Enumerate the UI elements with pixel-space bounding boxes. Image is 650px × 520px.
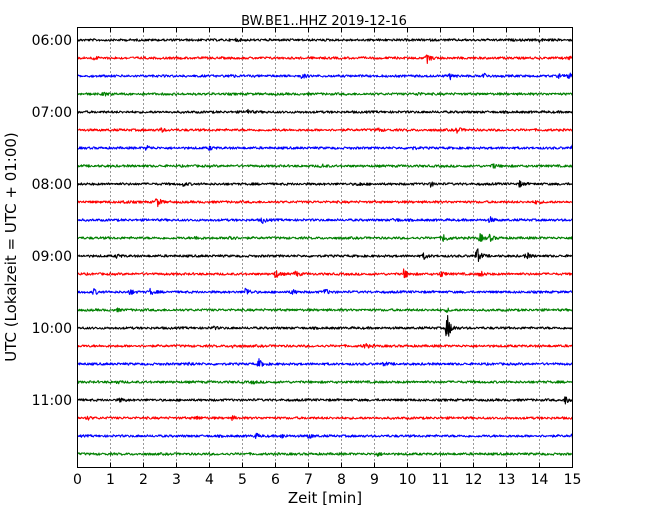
y-tick-label: 06:00 [32,33,72,49]
x-tick-label: 9 [370,472,379,488]
trace-0745 [76,163,573,169]
x-tick-label: 10 [399,472,417,488]
trace-1145 [77,451,573,457]
trace-0730 [77,144,574,151]
trace-0930 [77,287,573,296]
x-tick-label: 2 [139,472,148,488]
trace-0715 [77,127,573,134]
trace-0700 [76,108,574,114]
trace-0945 [77,307,573,313]
trace-0600 [76,37,574,43]
x-tick-label: 12 [465,472,483,488]
trace-1030 [77,358,573,367]
trace-0615 [76,54,573,64]
x-tick-label: 15 [564,472,582,488]
chart-title: BW.BE1..HHZ 2019-12-16 [241,14,407,29]
trace-0915 [77,268,573,279]
trace-1100 [77,396,573,405]
grid-lines [110,27,540,468]
y-tick-label: 09:00 [32,249,72,265]
y-tick-label: 10:00 [32,321,72,337]
y-tick-label: 07:00 [32,105,72,121]
x-tick-label: 13 [498,472,516,488]
x-tick-label: 14 [531,472,549,488]
x-tick-label: 8 [337,472,346,488]
trace-0830 [77,216,573,225]
trace-1115 [77,415,573,422]
x-tick-label: 3 [172,472,181,488]
plot-frame [77,27,573,468]
x-tick-label: 7 [304,472,313,488]
seismogram-traces [76,37,574,457]
trace-1015 [77,342,573,349]
trace-0645 [77,91,573,97]
y-tick-label: 08:00 [32,177,72,193]
y-axis-title: UTC (Lokalzeit = UTC + 01:00) [2,132,20,362]
trace-0845 [77,233,573,242]
trace-1045 [76,380,574,385]
trace-0630 [76,72,574,81]
trace-1000 [77,314,573,337]
x-axis-title: Zeit [min] [288,489,362,507]
x-tick-label: 0 [73,472,82,488]
x-tick-label: 5 [238,472,247,488]
trace-0800 [76,180,573,188]
trace-1130 [77,432,574,440]
trace-0900 [77,248,573,262]
x-tick-label: 11 [432,472,450,488]
axis-ticks: 0 1 2 3 4 5 6 7 8 9 10 11 12 13 14 1506:0007:0008:0009:… [32,27,582,488]
x-tick-label: 6 [271,472,280,488]
x-tick-label: 1 [106,472,115,488]
x-tick-label: 4 [205,472,214,488]
y-tick-label: 11:00 [32,393,72,409]
trace-0815 [76,198,573,208]
